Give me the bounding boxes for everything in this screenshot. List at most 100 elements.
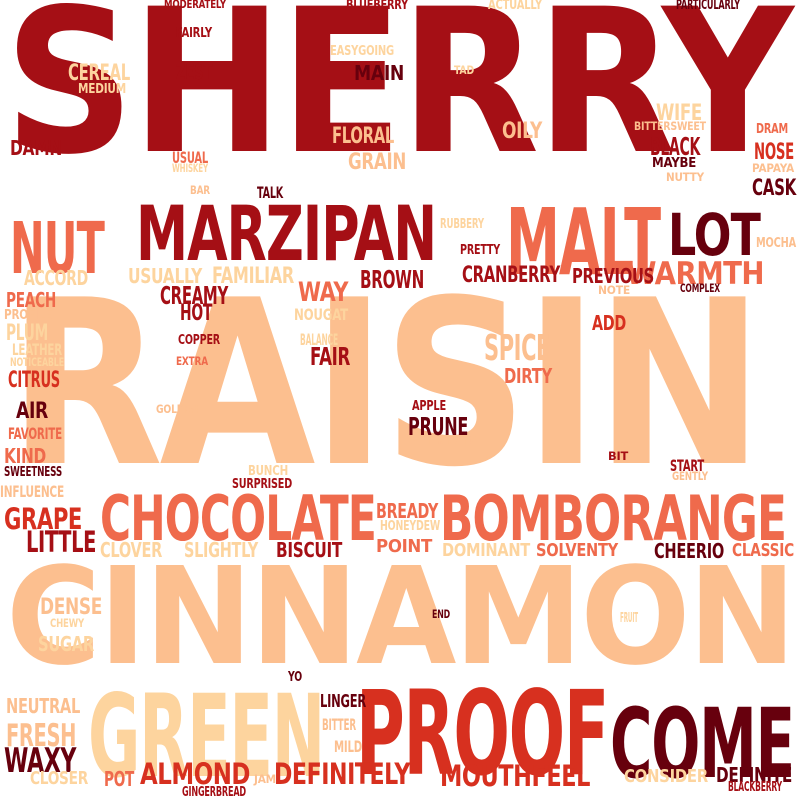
word-aftertaste: AFTERTASTE: [412, 434, 476, 447]
word-creamy: CREAMY: [160, 280, 228, 310]
word-fairly: FAIRLY: [176, 25, 213, 41]
word-tad: TAD: [454, 64, 474, 77]
word-favorite: FAVORITE: [8, 423, 62, 443]
word-grain: GRAIN: [348, 149, 406, 175]
word-start: START: [670, 455, 704, 475]
word-talk: TALK: [257, 182, 283, 202]
word-warmth: WARMTH: [626, 256, 765, 293]
word-end: END: [432, 608, 450, 621]
word-nut: NUT: [10, 205, 105, 290]
word-point: POINT: [376, 536, 432, 558]
word-closer: CLOSER: [30, 768, 88, 790]
word-way: WAY: [298, 276, 348, 308]
word-mild: MILD: [334, 736, 362, 756]
word-kind: KIND: [4, 444, 46, 469]
word-honeydew: HONEYDEW: [380, 518, 440, 534]
word-cranberry: CRANBERRY: [462, 262, 560, 288]
word-bready: BREADY: [376, 499, 438, 524]
word-mouthfeel: MOUTHFEEL: [440, 759, 590, 794]
word-leather: LEATHER: [12, 339, 62, 359]
word-dram: DRAM: [756, 121, 788, 137]
word-neutral: NEUTRAL: [6, 694, 80, 719]
word-copper: COPPER: [178, 332, 220, 348]
word-cask: CASK: [752, 175, 796, 201]
word-mocha: MOCHA: [756, 235, 796, 251]
word-pretty: PRETTY: [460, 242, 500, 258]
word-come: COME: [610, 688, 795, 800]
word-note: NOTE: [598, 284, 630, 297]
word-peach: PEACH: [6, 288, 56, 313]
word-profile: PROFILE: [4, 307, 53, 323]
word-fruit: FRUIT: [620, 610, 638, 626]
word-nose: NOSE: [754, 139, 794, 165]
word-oily: OILY: [502, 118, 542, 144]
word-floral: FLORAL: [332, 123, 394, 149]
word-influence: INFLUENCE: [0, 481, 64, 501]
word-complex: COMPLEX: [680, 282, 720, 295]
word-blackberry: BLACKBERRY: [728, 779, 782, 795]
word-actually: ACTUALLY: [488, 0, 542, 13]
word-medium: MEDIUM: [78, 81, 127, 97]
word-jam: JAM: [254, 773, 276, 786]
word-cinnamon: CINNAMON: [6, 538, 796, 695]
word-dominant: DOMINANT: [442, 540, 530, 562]
word-pot: POT: [104, 767, 134, 792]
word-rubbery: RUBBERY: [440, 216, 484, 232]
word-sugar: SUGAR: [38, 632, 94, 657]
word-prune: PRUNE: [408, 411, 468, 441]
word-bit: BIT: [608, 450, 628, 463]
word-sherry: SHERRY: [4, 0, 794, 200]
word-maybe: MAYBE: [652, 155, 696, 171]
word-damn: DAMN: [10, 136, 62, 161]
word-chocolate: CHOCOLATE: [100, 482, 377, 556]
word-raisin: RAISIN: [8, 250, 764, 517]
word-easygoing: EASYGOING: [330, 43, 394, 59]
word-slightly: SLIGHTLY: [184, 538, 258, 563]
word-moderately: MODERATELY: [164, 0, 226, 11]
word-balance: BALANCE: [300, 329, 338, 349]
word-surprised: SURPRISED: [232, 476, 292, 492]
word-extra: EXTRA: [176, 355, 208, 368]
word-definite: DEFINITE: [716, 763, 792, 788]
word-gingerbread: GINGERBREAD: [182, 784, 246, 800]
word-lot: LOT: [668, 200, 761, 269]
word-accord: ACCORD: [24, 266, 88, 291]
word-zest: ZEST: [176, 60, 212, 85]
word-whiskey: WHISKEY: [172, 162, 208, 175]
word-fair: FAIR: [310, 341, 350, 371]
word-citrus: CITRUS: [8, 367, 60, 393]
word-malt: MALT: [506, 188, 661, 296]
word-definitely: DEFINITELY: [274, 757, 410, 792]
word-sweetness: SWEETNESS: [4, 464, 62, 480]
word-waxy: WAXY: [4, 741, 76, 780]
word-golden: GOLDEN: [156, 403, 198, 416]
word-little: LITTLE: [26, 525, 96, 560]
word-noticeable: NOTICEABLE: [10, 356, 64, 369]
word-main: MAIN: [354, 61, 404, 86]
word-usually: USUALLY: [128, 264, 202, 289]
word-nougat: NOUGAT: [294, 304, 348, 324]
word-green: GREEN: [88, 669, 325, 800]
word-yo: YO: [288, 669, 302, 685]
word-chewy: CHEWY: [50, 617, 84, 630]
word-particularly: PARTICULARLY: [676, 0, 740, 13]
word-solventy: SOLVENTY: [536, 540, 618, 562]
word-previous: PREVIOUS: [572, 264, 654, 289]
word-almond: ALMOND: [140, 757, 250, 792]
word-blueberry: BLUEBERRY: [346, 0, 408, 13]
word-plum: PLUM: [6, 320, 48, 346]
word-spice: SPICE: [484, 327, 550, 369]
word-proof: PROOF: [356, 666, 609, 800]
word-bar: BAR: [190, 184, 210, 197]
word-papaya: PAPAYA: [752, 162, 794, 175]
word-dense: DENSE: [40, 594, 102, 620]
word-grape: GRAPE: [4, 502, 82, 537]
word-black: BLACK: [650, 131, 700, 161]
word-hot: HOT: [180, 300, 212, 326]
word-air: AIR: [16, 398, 48, 424]
word-bitter: BITTER: [322, 714, 356, 734]
word-linger: LINGER: [320, 691, 366, 713]
word-nutty: NUTTY: [666, 171, 704, 184]
word-classic: CLASSIC: [732, 540, 794, 562]
